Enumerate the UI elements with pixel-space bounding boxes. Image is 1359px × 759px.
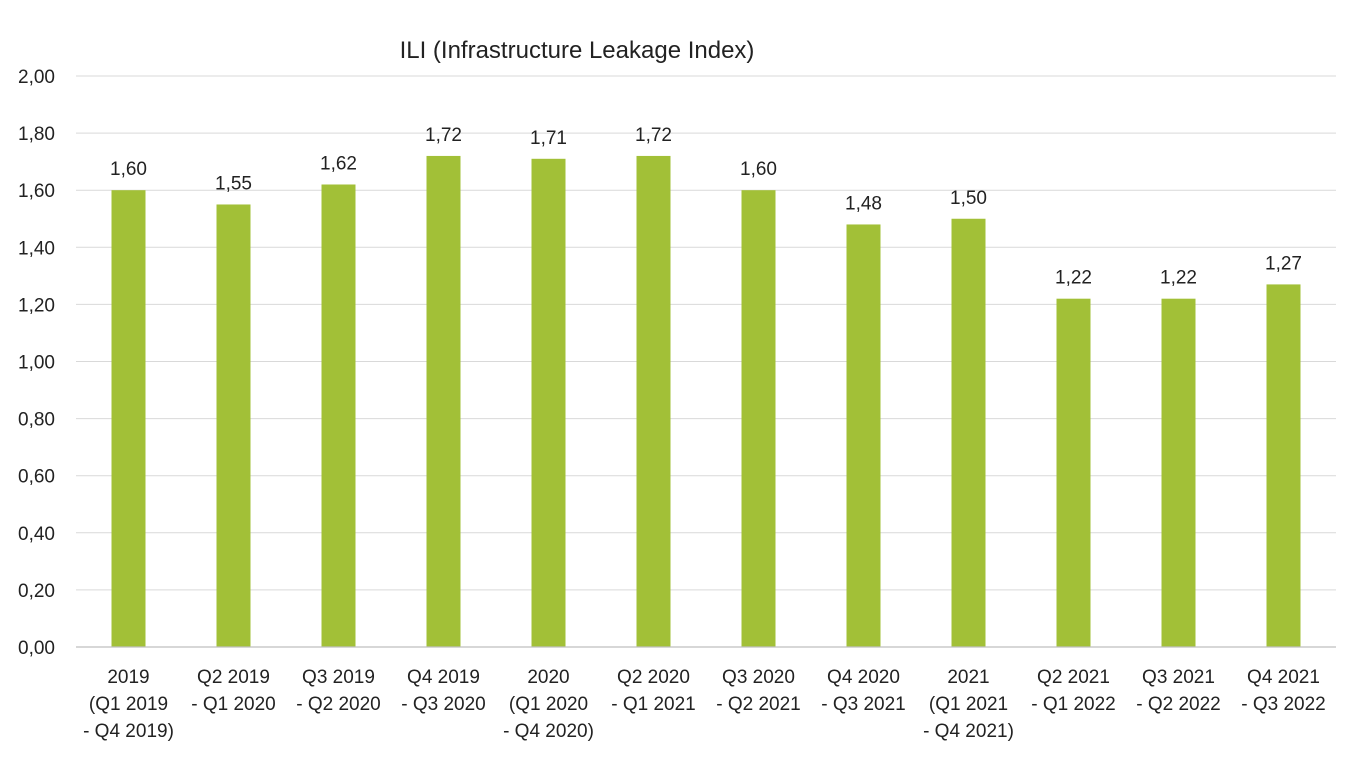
category-label-line: Q2 2019 [197,667,270,688]
y-tick-label: 0,60 [18,467,55,488]
category-label: Q2 2019 - Q1 2020 [191,667,276,715]
data-label: 1,55 [215,173,252,194]
category-label: Q4 2020 - Q3 2021 [821,667,906,715]
category-label: Q3 2019 - Q2 2020 [296,667,381,715]
y-tick-label: 0,40 [18,524,55,545]
category-label-line: Q3 2020 [722,667,795,688]
y-axis-ticks: 0,00 0,20 0,40 0,60 0,80 1,00 1,20 1,40 1,60 1,80… [18,67,55,659]
y-tick-label: 2,00 [18,67,55,88]
y-tick-label: 0,20 [18,581,55,602]
category-label: Q4 2021 - Q3 2022 [1241,667,1326,715]
category-label-line: - Q3 2022 [1241,694,1326,715]
category-label-line: - Q1 2021 [611,694,696,715]
category-label-line: - Q2 2021 [716,694,801,715]
category-label: 2019 (Q1 2019 - Q4 2019) [83,667,174,742]
y-tick-label: 1,20 [18,295,55,316]
y-tick-label: 1,00 [18,353,55,374]
bar [1266,284,1301,647]
category-label-line: 2020 [527,667,569,688]
category-labels: 2019 (Q1 2019 - Q4 2019) Q2 2019 - Q1 2020 Q3… [83,667,1326,742]
data-labels: 1,60 1,55 1,62 1,72 1,71 1,72 1,60 1,48 1,50 1,22… [110,125,1302,289]
bar [951,218,986,647]
bar [531,158,566,648]
gridlines [76,75,1336,591]
bars [111,155,1301,648]
category-label-line: - Q4 2021) [923,721,1014,742]
y-tick-label: 1,80 [18,124,55,145]
category-label-line: Q3 2021 [1142,667,1215,688]
data-label: 1,62 [320,153,357,174]
category-label: Q2 2021 - Q1 2022 [1031,667,1116,715]
bar [1056,298,1091,647]
data-label: 1,71 [530,128,567,149]
category-label-line: - Q2 2022 [1136,694,1221,715]
category-label: Q3 2021 - Q2 2022 [1136,667,1221,715]
category-label-line: - Q3 2021 [821,694,906,715]
bar [321,184,356,648]
category-label-line: Q4 2019 [407,667,480,688]
category-label-line: Q2 2021 [1037,667,1110,688]
category-label-line: 2019 [107,667,149,688]
data-label: 1,50 [950,188,987,209]
category-label-line: (Q1 2020 [509,694,588,715]
category-label-line: Q3 2019 [302,667,375,688]
category-label-line: (Q1 2019 [89,694,168,715]
category-label: 2021 (Q1 2021 - Q4 2021) [923,667,1014,742]
category-label-line: - Q1 2022 [1031,694,1116,715]
category-label: Q4 2019 - Q3 2020 [401,667,486,715]
chart-title: ILI (Infrastructure Leakage Index) [400,37,755,64]
category-label-line: - Q4 2019) [83,721,174,742]
y-tick-label: 0,80 [18,410,55,431]
data-label: 1,60 [110,159,147,180]
category-label-line: - Q2 2020 [296,694,381,715]
bar [846,224,881,647]
bar [741,190,776,647]
bar [111,190,146,647]
data-label: 1,22 [1160,268,1197,289]
data-label: 1,27 [1265,253,1302,274]
category-label-line: Q2 2020 [617,667,690,688]
data-label: 1,60 [740,159,777,180]
category-label-line: - Q1 2020 [191,694,276,715]
category-label: 2020 (Q1 2020 - Q4 2020) [503,667,594,742]
data-label: 1,22 [1055,268,1092,289]
category-label-line: - Q4 2020) [503,721,594,742]
category-label: Q2 2020 - Q1 2021 [611,667,696,715]
category-label-line: (Q1 2021 [929,694,1008,715]
category-label-line: Q4 2020 [827,667,900,688]
bar [216,204,251,647]
category-label-line: - Q3 2020 [401,694,486,715]
y-tick-label: 1,40 [18,238,55,259]
category-label-line: 2021 [947,667,989,688]
data-label: 1,72 [425,125,462,146]
bar [426,155,461,647]
data-label: 1,72 [635,125,672,146]
bar [1161,298,1196,647]
category-label-line: Q4 2021 [1247,667,1320,688]
bar [636,155,671,647]
category-label: Q3 2020 - Q2 2021 [716,667,801,715]
y-tick-label: 0,00 [18,638,55,659]
data-label: 1,48 [845,193,882,214]
y-tick-label: 1,60 [18,181,55,202]
